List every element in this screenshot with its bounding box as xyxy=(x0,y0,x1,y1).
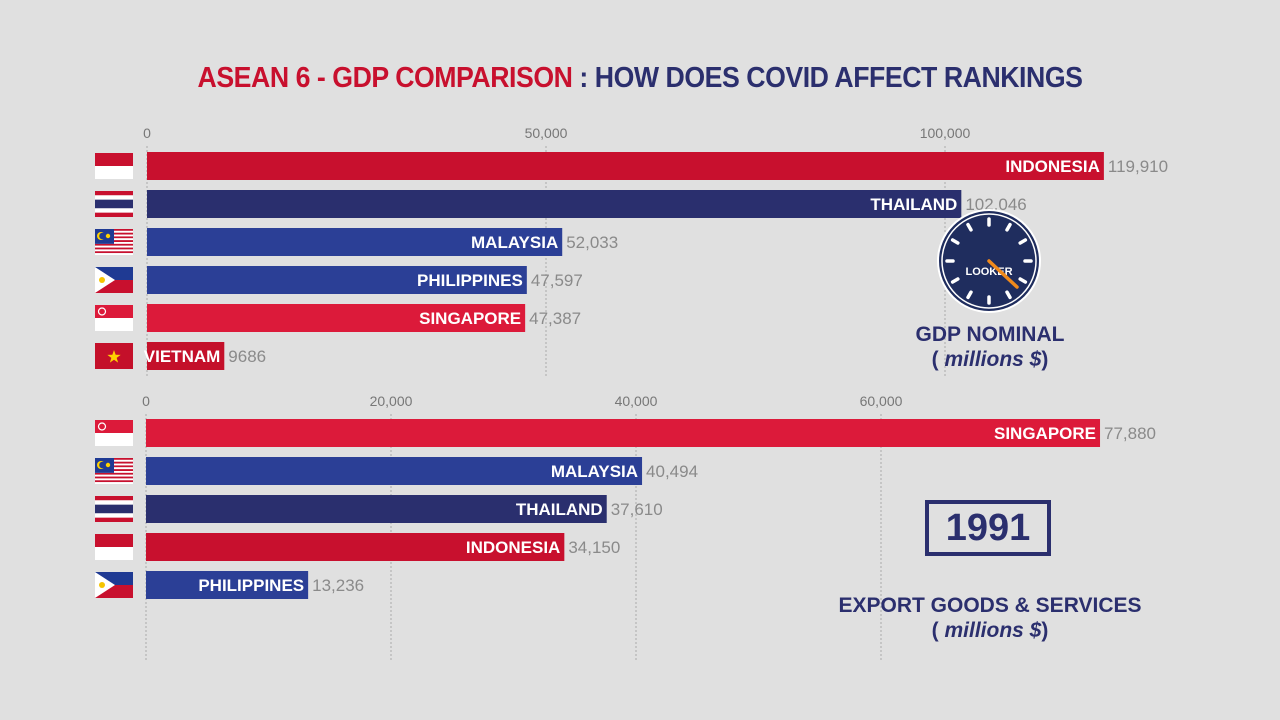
bar-singapore xyxy=(146,419,1101,447)
bar-vietnam xyxy=(147,342,225,370)
bar-label: PHILIPPINES xyxy=(417,271,523,290)
year-badge: 1991 xyxy=(925,500,1051,556)
flag-thailand-icon xyxy=(95,496,133,522)
flag-vietnam-icon xyxy=(95,343,133,369)
value-label: 37,610 xyxy=(611,500,663,519)
tick-label: 20,000 xyxy=(370,393,413,409)
bar-singapore xyxy=(147,304,526,332)
bar-thailand xyxy=(146,495,607,523)
bar-label: INDONESIA xyxy=(466,538,560,557)
flag-malaysia-icon xyxy=(95,229,133,255)
flag-thailand-icon xyxy=(95,191,133,217)
value-label: 77,880 xyxy=(1104,424,1156,443)
tick-label: 40,000 xyxy=(615,393,658,409)
value-label: 47,597 xyxy=(531,271,583,290)
flag-philippines-icon xyxy=(95,267,133,293)
flag-indonesia-icon xyxy=(95,153,133,179)
bar-thailand xyxy=(147,190,962,218)
value-label: 102,046 xyxy=(965,195,1026,214)
bar-label: INDONESIA xyxy=(1005,157,1099,176)
tick-label: 50,000 xyxy=(525,125,568,141)
export-caption: EXPORT GOODS & SERVICES ( millions $) xyxy=(838,594,1142,642)
value-label: 34,150 xyxy=(568,538,620,557)
tick-label: 0 xyxy=(143,125,151,141)
bar-malaysia xyxy=(147,228,563,256)
tick-label: 100,000 xyxy=(920,125,971,141)
flag-malaysia-icon xyxy=(95,458,133,484)
flag-philippines-icon xyxy=(95,572,133,598)
bar-label: SINGAPORE xyxy=(994,424,1096,443)
value-label: 52,033 xyxy=(566,233,618,252)
bar-philippines xyxy=(146,571,309,599)
bar-indonesia xyxy=(146,533,565,561)
bar-malaysia xyxy=(146,457,643,485)
value-label: 119,910 xyxy=(1108,157,1168,176)
bar-indonesia xyxy=(147,152,1104,180)
bar-label: MALAYSIA xyxy=(471,233,558,252)
bar-label: THAILAND xyxy=(870,195,957,214)
clock-logo: LOOKER xyxy=(965,266,1012,278)
clock-icon: LOOKER xyxy=(937,209,1041,313)
chart-title: ASEAN 6 - GDP COMPARISON : HOW DOES COVI… xyxy=(197,62,1083,94)
bar-label: THAILAND xyxy=(516,500,603,519)
bar-philippines xyxy=(147,266,527,294)
flag-singapore-icon xyxy=(95,420,133,446)
bar-label: MALAYSIA xyxy=(551,462,638,481)
value-label: 13,236 xyxy=(312,576,364,595)
bar-label: PHILIPPINES xyxy=(198,576,304,595)
value-label: 9686 xyxy=(228,347,266,366)
tick-label: 0 xyxy=(142,393,150,409)
gdp-caption: GDP NOMINAL ( millions $) xyxy=(915,323,1065,371)
chart-1: 0 20,000 40,000 60,000 SINGAPORE 77,880 MALAYS… xyxy=(95,393,1156,660)
value-label: 47,387 xyxy=(529,309,581,328)
tick-label: 60,000 xyxy=(860,393,903,409)
bar-label: VIETNAM xyxy=(144,347,221,366)
flag-indonesia-icon xyxy=(95,534,133,560)
value-label: 40,494 xyxy=(646,462,698,481)
chart-0: 0 50,000 100,000 INDONESIA 119,910 THAILAND 10… xyxy=(95,125,1168,378)
flag-singapore-icon xyxy=(95,305,133,331)
bar-label: SINGAPORE xyxy=(419,309,521,328)
